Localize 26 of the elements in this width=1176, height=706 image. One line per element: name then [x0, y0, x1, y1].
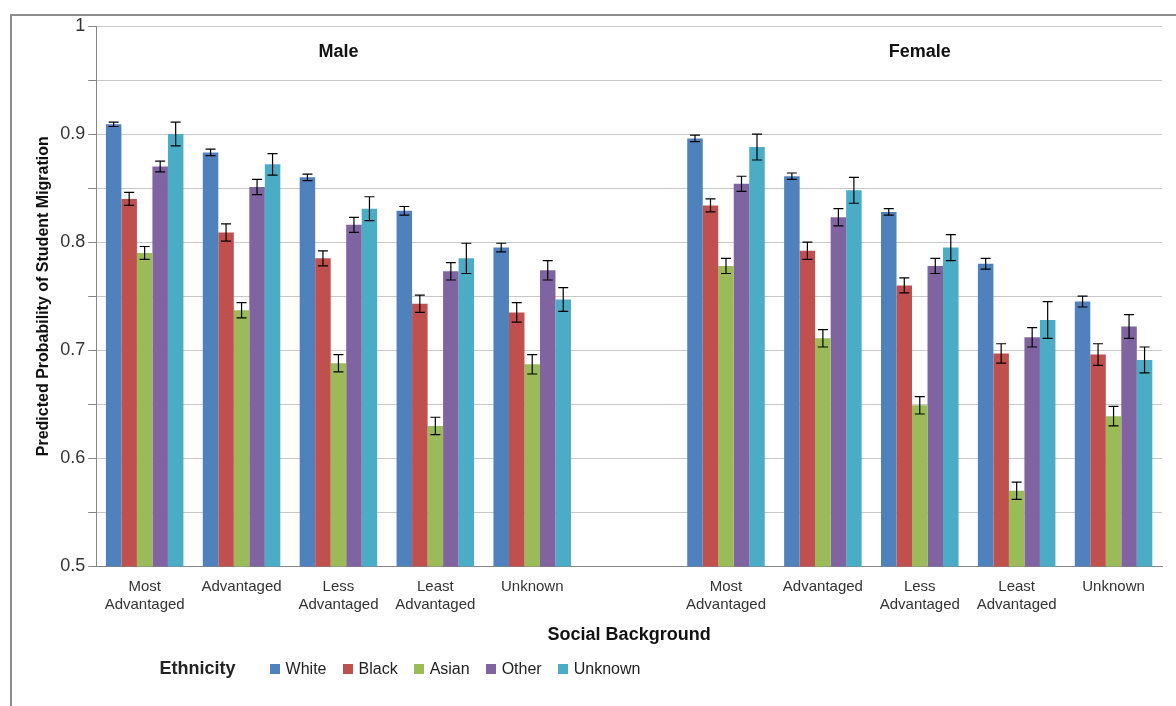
- x-tick-label: Unknown: [1082, 576, 1145, 594]
- x-axis-title: Social Background: [547, 624, 711, 645]
- y-axis-title: Predicted Probability of Student Migration: [34, 136, 52, 457]
- legend-label: White: [285, 659, 327, 678]
- y-tick-label: 0.9: [60, 123, 86, 144]
- legend-label: Black: [358, 659, 398, 678]
- x-tick-label: Unknown: [500, 576, 564, 594]
- x-tick-label: Most Advantaged: [104, 576, 185, 612]
- y-tick-label: 0.6: [60, 447, 86, 468]
- y-tick-label: 0.7: [60, 339, 86, 360]
- x-tick-label: Least Advantaged: [976, 576, 1057, 612]
- x-tick-label: Advantaged: [782, 576, 863, 594]
- x-tick-label: Most Advantaged: [685, 576, 767, 612]
- legend-label: Unknown: [573, 659, 641, 678]
- annotation: Male: [318, 40, 359, 61]
- y-tick-label: 0.5: [60, 555, 86, 576]
- y-tick-label: 1: [75, 14, 86, 35]
- legend-title: Ethnicity: [159, 658, 236, 679]
- legend-label: Asian: [429, 659, 470, 678]
- x-tick-label: Less Advantaged: [879, 576, 960, 612]
- x-tick-label: Less Advantaged: [298, 576, 379, 612]
- annotation: Female: [888, 40, 951, 61]
- x-tick-label: Advantaged: [201, 576, 282, 594]
- legend-label: Other: [501, 659, 542, 678]
- x-tick-label: Least Advantaged: [395, 576, 476, 612]
- y-tick-label: 0.8: [60, 231, 86, 252]
